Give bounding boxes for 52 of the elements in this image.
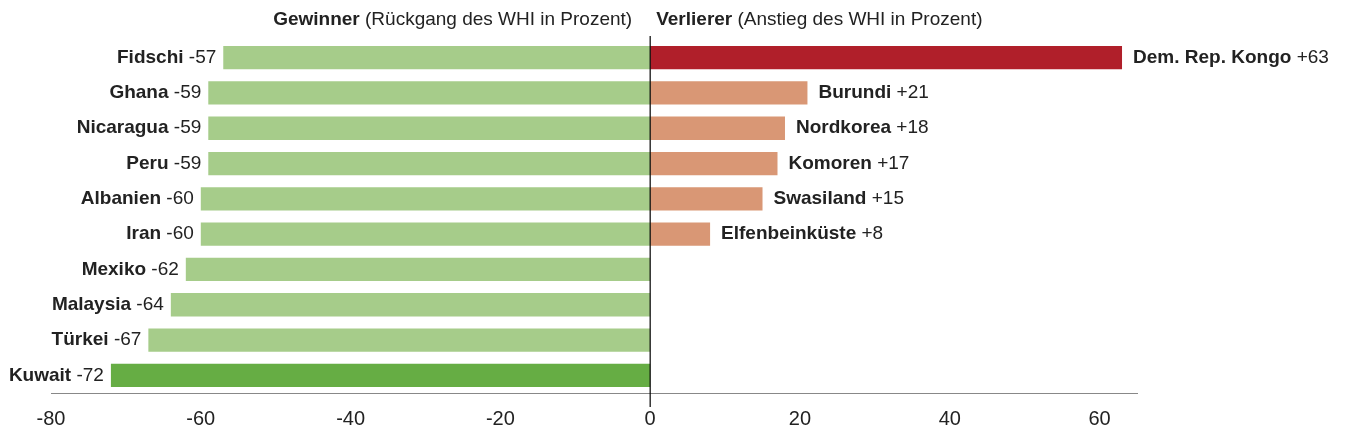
y-tick-label: Mexiko	[81, 257, 152, 279]
data-label: Elfenbeinküste +8	[721, 222, 884, 244]
data-label: -59	[173, 116, 202, 138]
series-label: Verlierer (Anstieg des WHI in Prozent)	[656, 8, 983, 30]
bar	[148, 328, 651, 352]
data-label: Swasiland +15	[773, 187, 904, 209]
bar	[650, 116, 785, 140]
y-tick-label: Kuwait	[8, 363, 77, 385]
bar	[650, 222, 711, 246]
data-label: Dem. Rep. Kongo +63	[1133, 45, 1329, 67]
x-tick-label: 20	[788, 406, 812, 429]
data-label: -67	[113, 328, 142, 350]
x-tick-label: -20	[485, 406, 515, 429]
bar	[650, 46, 1123, 70]
y-tick-label: Nicaragua	[76, 116, 174, 138]
y-tick-label: Malaysia	[51, 292, 137, 314]
data-label: Komoren +17	[788, 151, 910, 173]
x-tick-label: -80	[36, 406, 66, 429]
data-label: -59	[173, 151, 202, 173]
bar	[208, 81, 651, 105]
y-tick-label: Ghana	[109, 81, 174, 103]
data-label: -59	[173, 81, 202, 103]
data-label: -57	[188, 45, 217, 67]
bar	[200, 222, 651, 246]
bar	[650, 81, 808, 105]
bar	[170, 293, 651, 317]
data-label: -64	[136, 292, 165, 314]
data-label: -72	[76, 363, 104, 385]
bar	[650, 151, 778, 176]
x-tick-label: 0	[644, 406, 656, 429]
data-label: -60	[166, 187, 194, 209]
y-tick-label: Türkei	[51, 328, 114, 350]
bar	[200, 187, 651, 211]
data-label: -62	[151, 257, 179, 279]
bar	[110, 363, 651, 387]
x-tick-label: -60	[186, 406, 216, 429]
data-label: -60	[166, 222, 194, 244]
data-label: Burundi +21	[818, 81, 929, 103]
bar	[650, 187, 763, 211]
series-label: Gewinner (Rückgang des WHI in Prozent)	[273, 8, 633, 30]
bar	[208, 151, 651, 176]
bar	[185, 257, 651, 282]
x-tick-label: -40	[336, 406, 366, 429]
x-tick-label: 40	[938, 406, 961, 429]
data-label: Nordkorea +18	[795, 116, 929, 138]
x-tick-label: 60	[1088, 406, 1111, 429]
y-tick-label: Peru	[126, 151, 174, 173]
y-tick-label: Iran	[126, 222, 167, 244]
y-tick-label: Fidschi	[117, 45, 189, 67]
y-tick-label: Albanien	[80, 187, 167, 209]
bar	[208, 116, 651, 140]
bar	[223, 46, 651, 70]
